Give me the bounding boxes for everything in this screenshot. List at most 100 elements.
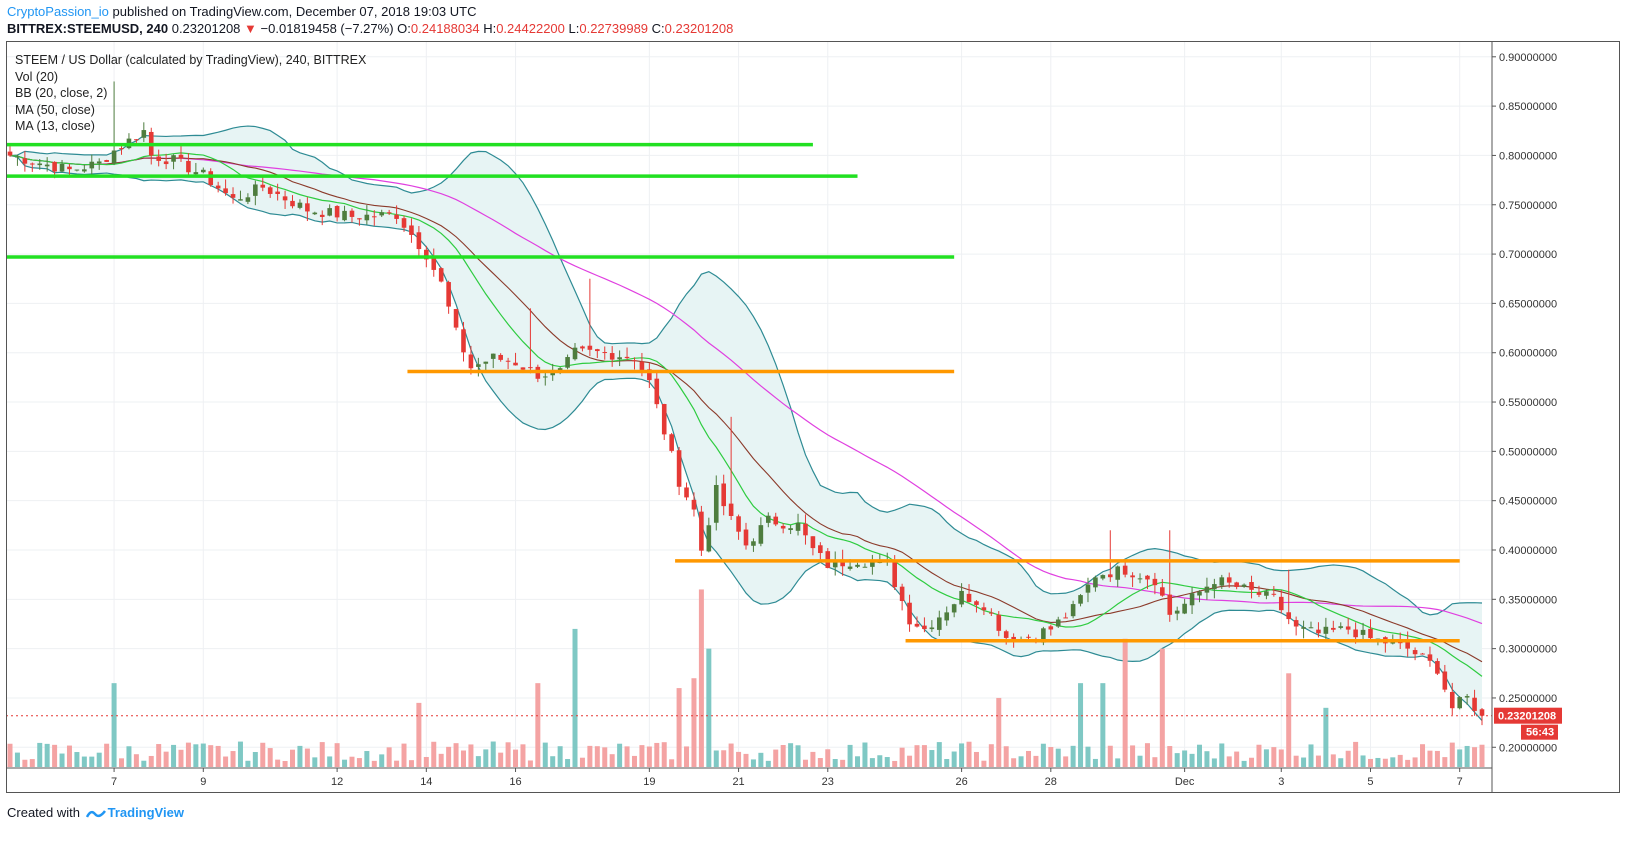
candle-body: [1368, 628, 1373, 639]
volume-bar: [959, 743, 965, 767]
volume-bar: [1003, 746, 1009, 767]
tradingview-logo-icon: [85, 809, 106, 818]
volume-bar: [1174, 753, 1180, 767]
volume-bar: [542, 742, 548, 767]
volume-bar: [334, 743, 340, 767]
candle-body: [1167, 594, 1173, 615]
candle-body: [453, 309, 459, 328]
volume-bar: [7, 743, 13, 767]
candle-body: [1278, 596, 1284, 611]
volume-bar: [1472, 747, 1478, 767]
legend-bollinger[interactable]: BB (20, close, 2): [15, 86, 108, 100]
candle-body: [840, 559, 845, 567]
candle-body: [275, 191, 280, 195]
volume-bar: [290, 749, 296, 767]
countdown-label: 56:43: [1526, 727, 1554, 739]
candle-body: [624, 356, 630, 359]
volume-bar: [111, 683, 117, 767]
candle-body: [766, 515, 771, 523]
candle-body: [186, 160, 191, 173]
candle-body: [1442, 671, 1448, 690]
volume-bar: [914, 745, 920, 767]
price-axis-label: 0.30000000: [1499, 644, 1557, 656]
candle-body: [171, 155, 176, 162]
volume-bar: [661, 742, 667, 767]
volume-bar: [371, 760, 377, 767]
legend-volume[interactable]: Vol (20): [15, 69, 59, 84]
volume-bar: [1100, 683, 1106, 767]
volume-bar: [921, 745, 927, 767]
candle-body: [476, 364, 481, 367]
candle-body: [810, 536, 816, 549]
candle-body: [773, 516, 779, 525]
volume-bar: [1301, 757, 1307, 767]
volume-bar: [944, 759, 950, 767]
candle-body: [609, 353, 615, 360]
candle-body: [929, 627, 935, 630]
volume-bar: [312, 757, 318, 767]
candle-body: [959, 590, 964, 605]
volume-bar: [988, 744, 994, 767]
volume-bar: [1137, 755, 1143, 767]
volume-bar: [237, 741, 243, 767]
volume-bar: [104, 743, 110, 767]
price-axis-label: 0.75000000: [1499, 200, 1557, 212]
volume-bar: [1293, 755, 1299, 767]
author-link[interactable]: CryptoPassion_io: [7, 4, 109, 19]
volume-bar: [297, 745, 303, 767]
candle-body: [1464, 696, 1470, 698]
volume-bar: [609, 754, 615, 767]
volume-bar: [74, 752, 80, 767]
price-change: −0.01819458 (−7.27%): [260, 21, 394, 36]
volume-bar: [802, 759, 808, 767]
volume-bar: [869, 758, 875, 767]
bollinger-band-fill: [10, 126, 1482, 721]
volume-bar: [788, 743, 794, 767]
volume-bar: [1196, 744, 1202, 767]
volume-bar: [1382, 758, 1388, 767]
candle-body: [914, 623, 920, 627]
volume-bar: [468, 744, 474, 767]
candle-body: [966, 593, 972, 602]
legend-ma50[interactable]: MA (50, close): [15, 102, 95, 117]
volume-bar: [996, 697, 1002, 767]
candle-body: [520, 367, 526, 370]
tradingview-brand[interactable]: TradingView: [107, 805, 184, 820]
volume-bar: [431, 741, 437, 767]
candle-body: [1286, 612, 1292, 620]
candle-body: [1085, 584, 1091, 593]
volume-bar: [59, 753, 65, 767]
volume-bar: [416, 702, 422, 767]
countdown-tag: [1521, 724, 1558, 740]
legend-ma13[interactable]: MA (13, close): [15, 119, 95, 133]
volume-bar: [208, 745, 214, 767]
volume-bar: [1241, 760, 1247, 767]
candle-body: [1145, 575, 1150, 580]
bollinger-lower-line: [9, 154, 1483, 721]
price-axis-label: 0.40000000: [1499, 545, 1557, 557]
candle-body: [669, 434, 674, 451]
volume-bar: [713, 750, 719, 767]
volume-bar: [66, 745, 72, 767]
volume-bar: [780, 745, 786, 767]
candle-body: [104, 160, 109, 162]
volume-bar: [304, 748, 310, 767]
volume-bar: [52, 744, 58, 767]
volume-bar: [691, 678, 697, 767]
candle-body: [788, 528, 793, 531]
candle-body: [1160, 587, 1165, 596]
candle-body: [1301, 627, 1306, 629]
candle-body: [1115, 566, 1121, 580]
volume-bar: [899, 747, 905, 767]
volume-bar: [364, 751, 370, 767]
volume-bar: [490, 741, 496, 767]
volume-bar: [252, 752, 258, 767]
time-axis-label: 19: [643, 776, 655, 788]
candle-body: [661, 403, 667, 435]
volume-bar: [1345, 750, 1351, 767]
price-axis-label: 0.90000000: [1499, 52, 1557, 64]
candle-body: [1256, 592, 1262, 595]
volume-bar: [721, 750, 727, 767]
candle-body: [1405, 641, 1410, 649]
